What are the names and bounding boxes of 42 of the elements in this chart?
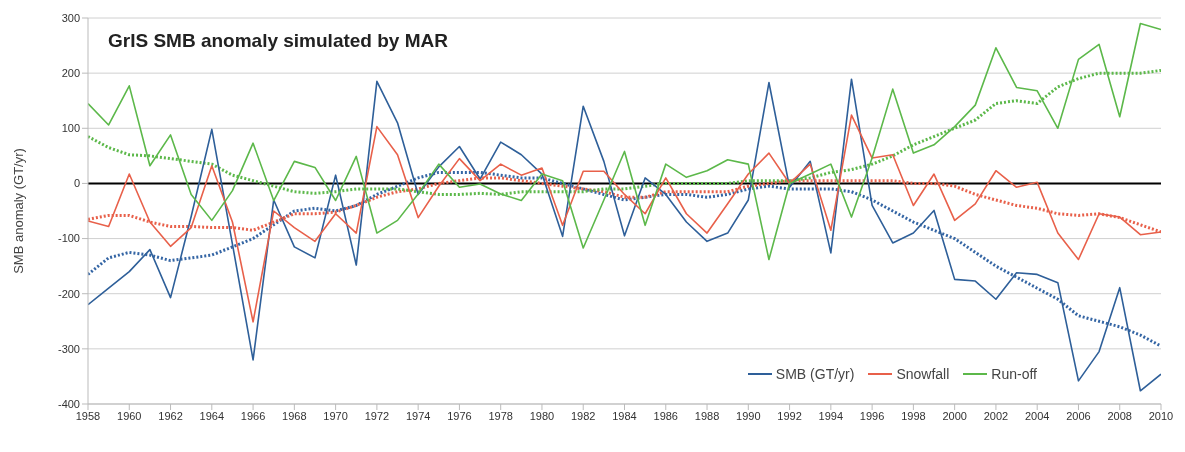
y-axis-title: SMB anomaly (GT/yr) [10,148,26,274]
legend-label: Snowfall [896,366,950,382]
x-tick-label: 1994 [818,409,844,422]
y-tick-label: 100 [61,122,80,135]
x-tick-label: 1974 [405,409,431,422]
x-tick-label: 1958 [75,409,101,422]
x-tick-label: 1970 [323,409,348,422]
x-tick-label: 2000 [942,409,967,422]
text: GrIS SMB anomaly simulated by MAR [108,30,448,52]
line-series [88,22,1161,261]
x-tick-label: 2002 [983,409,1009,422]
x-tick-label: 1960 [117,409,142,422]
x-tick-label: 1986 [653,409,679,422]
x-tick-label: 1982 [570,409,596,422]
x-tick-label: 1996 [859,409,885,422]
x-tick-label: 1998 [901,409,926,422]
x-tick-label: 2008 [1107,409,1132,422]
y-tick-label: 200 [61,67,80,80]
x-tick-label: 1984 [612,409,637,422]
x-tick-label: 1990 [736,409,761,422]
legend-label: Run-off [991,366,1037,382]
x-tick-label: 1976 [447,409,472,422]
x-tick-label: 1992 [777,409,802,422]
y-tick-label: 300 [61,11,80,24]
x-tick-label: 1966 [240,409,266,422]
x-tick-label: 1978 [488,409,513,422]
legend-label: SMB (GT/yr) [775,366,855,382]
y-tick-label: -100 [57,232,80,245]
line-series [88,78,1161,392]
x-tick-label: 1972 [364,409,390,422]
x-tick-label: 1964 [199,409,225,422]
x-tick-label: 2004 [1024,409,1050,422]
y-tick-label: -300 [57,342,80,355]
x-tick-label: 1968 [282,409,307,422]
y-tick-label: -200 [57,287,80,300]
y-tick-label: -400 [57,397,80,410]
x-tick-label: 1962 [158,409,183,422]
x-tick-label: 1980 [529,409,555,422]
x-tick-label: 2006 [1066,409,1091,422]
x-tick-label: 2010 [1148,409,1174,422]
y-tick-label: 0 [73,177,80,190]
x-tick-label: 1988 [694,409,720,422]
